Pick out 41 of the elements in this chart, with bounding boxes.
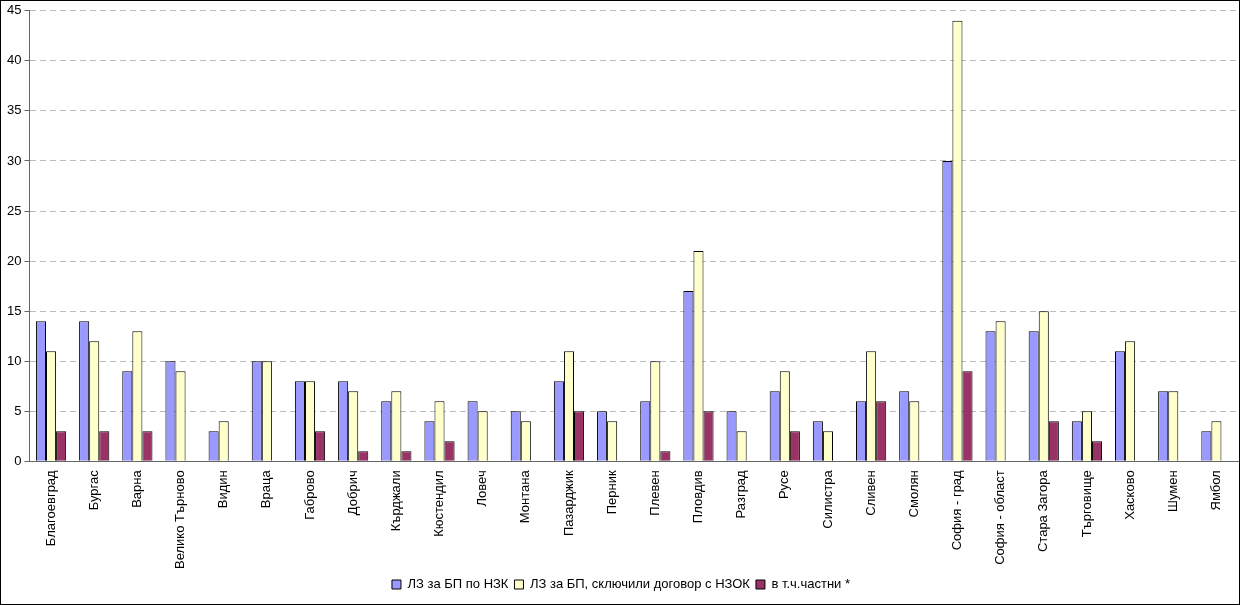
x-tick-label: София - област bbox=[992, 470, 1008, 565]
x-tick-label: Монтана bbox=[517, 469, 533, 524]
x-tick-label: Пловдив bbox=[690, 470, 706, 524]
x-tick-label: Благоевград bbox=[42, 469, 58, 547]
y-tick-label: 45 bbox=[6, 2, 22, 18]
x-tick-label: Разград bbox=[733, 469, 749, 519]
x-tick-label: Сливен bbox=[862, 470, 878, 516]
x-tick-label: Варна bbox=[128, 469, 144, 508]
x-tick-label: Шумен bbox=[1164, 470, 1180, 512]
x-tick-label: Стара Загора bbox=[1035, 469, 1051, 553]
x-tick-label: Русе bbox=[776, 470, 792, 500]
x-tick-label: Бургас bbox=[85, 469, 101, 511]
x-tick-label: София - град bbox=[949, 469, 965, 551]
y-tick-label: 40 bbox=[6, 52, 22, 68]
x-tick-label: Видин bbox=[215, 470, 231, 509]
x-tick-label: Пазарджик bbox=[560, 470, 576, 537]
x-tick-label: Кърджали bbox=[387, 470, 403, 532]
y-tick-label: 0 bbox=[14, 452, 22, 468]
x-tick-label: Плевен bbox=[646, 470, 662, 516]
x-tick-label: Враца bbox=[258, 469, 274, 509]
x-tick-label: Ловеч bbox=[474, 470, 490, 507]
y-tick-label: 20 bbox=[6, 252, 22, 268]
y-tick-label: 30 bbox=[6, 152, 22, 168]
y-tick-label: 25 bbox=[6, 202, 22, 218]
legend-label: ЛЗ за БП по НЗК bbox=[407, 576, 509, 592]
legend-label: ЛЗ за БП, сключили договор с НЗОК bbox=[529, 576, 751, 592]
x-tick-label: Търговище bbox=[1078, 470, 1094, 538]
x-tick-label: Кюстендил bbox=[431, 470, 447, 537]
y-tick-label: 35 bbox=[6, 102, 22, 118]
x-tick-label: Хасково bbox=[1121, 470, 1137, 520]
x-tick-label: Велико Търново bbox=[172, 470, 188, 569]
x-tick-label: Добрич bbox=[344, 470, 360, 516]
x-tick-label: Смолян bbox=[905, 470, 921, 518]
legend-label: в т.ч.частни * bbox=[771, 576, 851, 592]
x-tick-label: Ямбол bbox=[1208, 470, 1223, 511]
x-tick-label: Перник bbox=[603, 470, 619, 515]
y-tick-label: 10 bbox=[6, 352, 22, 368]
y-tick-label: 15 bbox=[6, 302, 22, 318]
y-tick-label: 5 bbox=[14, 402, 22, 418]
x-tick-label: Силистра bbox=[819, 469, 835, 529]
x-tick-label: Габрово bbox=[301, 470, 317, 520]
